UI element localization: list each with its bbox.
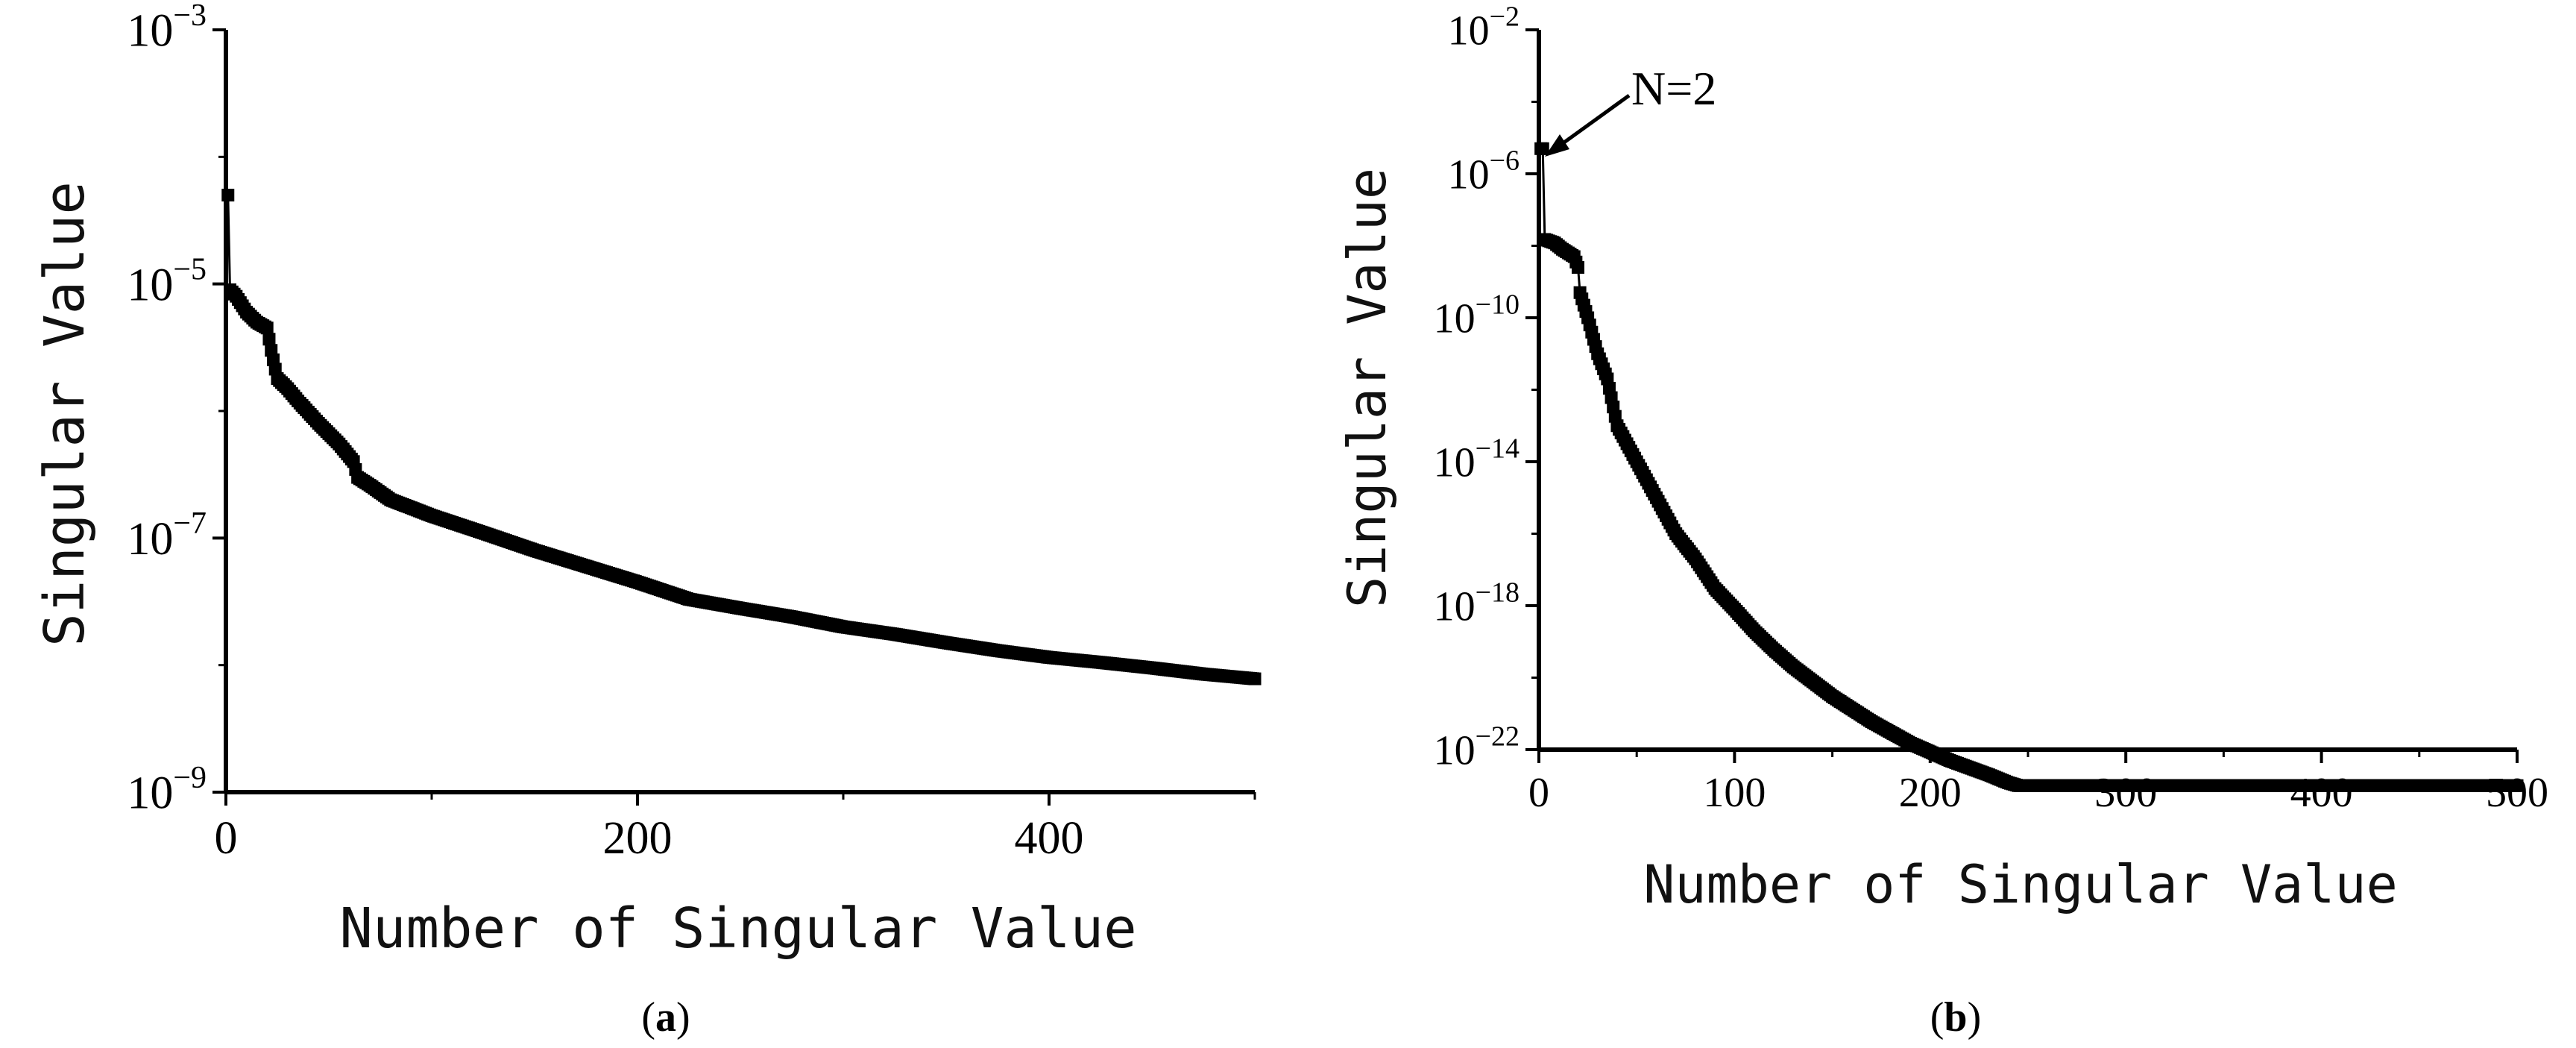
y-tick-exp: −9 <box>173 761 207 795</box>
data-point-a <box>260 321 274 335</box>
y-tick-exp: −7 <box>173 506 207 541</box>
x-tick-label-a: 400 <box>1015 813 1084 864</box>
y-tick-base: 10 <box>1434 296 1476 342</box>
x-tick-label-b: 400 <box>2290 770 2353 816</box>
series-line-b <box>1540 147 2517 787</box>
y-tick-exp: −5 <box>173 252 207 286</box>
y-tick-label-a: 10−5 <box>127 252 207 310</box>
y-tick-label-b: 10−6 <box>1448 145 1520 198</box>
y-tick-base: 10 <box>127 514 173 565</box>
y-tick-label-b: 10−22 <box>1434 721 1520 774</box>
data-point-b <box>1571 261 1584 274</box>
y-tick-base: 10 <box>1434 584 1476 630</box>
caption-a-close: ) <box>676 994 690 1041</box>
y-tick-label-a: 10−3 <box>127 0 207 57</box>
x-tick-label-b: 500 <box>2486 770 2548 816</box>
x-tick-label-b: 100 <box>1703 770 1766 816</box>
y-tick-base: 10 <box>127 768 173 819</box>
y-tick-base: 10 <box>1434 728 1476 774</box>
series-marks-a <box>221 189 1262 685</box>
caption-a-letter: a <box>655 994 676 1041</box>
annotation-label: N=2 <box>1631 62 1716 115</box>
x-axis-title-b: Number of Singular Value <box>1643 854 2397 915</box>
data-point-b <box>2510 779 2524 792</box>
ticks-b: 0 100 200 300 400 50010−2210−1810−1410−1010−6… <box>1434 1 2548 816</box>
y-tick-base: 10 <box>1434 440 1476 486</box>
y-tick-exp: −3 <box>173 0 207 33</box>
x-tick-label-b: 300 <box>2094 770 2157 816</box>
data-point-a <box>262 333 276 346</box>
annotation-n2: N=2 <box>1545 62 1716 157</box>
caption-a: (a) <box>641 994 690 1041</box>
y-tick-label-a: 10−7 <box>127 506 207 565</box>
data-point-a <box>1248 672 1262 685</box>
y-tick-exp: −14 <box>1476 433 1520 464</box>
x-tick-label-a: 0 <box>215 813 238 864</box>
y-tick-label-b: 10−14 <box>1434 433 1520 486</box>
y-tick-exp: −2 <box>1490 1 1520 32</box>
x-tick-label-b: 0 <box>1528 770 1549 816</box>
caption-b-open: ( <box>1930 994 1944 1041</box>
y-axis-title-b: Singular Value <box>1337 168 1398 608</box>
caption-b-close: ) <box>1968 994 1982 1041</box>
series-marks-b <box>1534 142 2524 792</box>
y-tick-label-b: 10−2 <box>1448 1 1520 54</box>
y-tick-exp: −18 <box>1476 577 1520 608</box>
annotation-arrowhead <box>1545 134 1569 157</box>
y-tick-label-b: 10−10 <box>1434 289 1520 342</box>
chart-panel-b: 0 100 200 300 400 50010−2210−1810−1410−1010−6… <box>1337 1 2548 915</box>
caption-b: (b) <box>1930 994 1981 1041</box>
x-tick-label-a: 200 <box>603 813 673 864</box>
y-tick-base: 10 <box>127 260 173 310</box>
y-tick-base: 10 <box>127 6 173 57</box>
y-tick-label-b: 10−18 <box>1434 577 1520 630</box>
x-tick-label-b: 200 <box>1899 770 1962 816</box>
caption-a-open: ( <box>641 994 655 1041</box>
y-tick-label-a: 10−9 <box>127 761 207 819</box>
annotation-arrow-shaft <box>1555 93 1631 150</box>
y-tick-base: 10 <box>1448 152 1490 198</box>
y-tick-exp: −22 <box>1476 721 1520 752</box>
y-tick-base: 10 <box>1448 8 1490 54</box>
y-axis-title-a: Singular Value <box>33 181 97 647</box>
y-tick-exp: −6 <box>1490 145 1520 176</box>
caption-b-letter: b <box>1944 994 1967 1041</box>
y-tick-exp: −10 <box>1476 289 1520 320</box>
x-axis-title-a: Number of Singular Value <box>339 897 1136 961</box>
